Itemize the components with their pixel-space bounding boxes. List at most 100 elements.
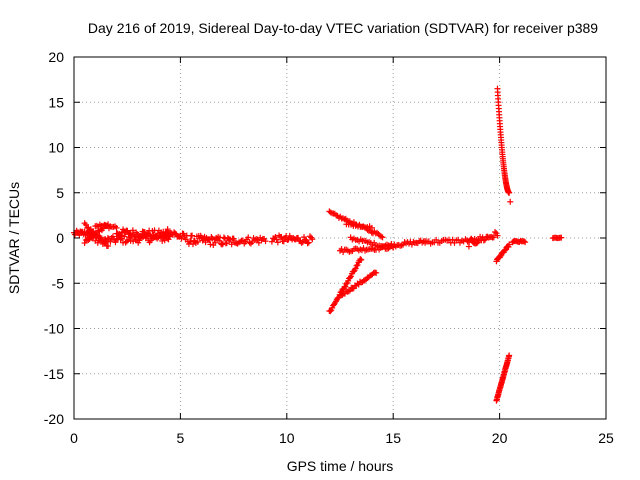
data-point: [327, 308, 334, 315]
data-point: [85, 236, 92, 243]
data-point: [172, 230, 179, 237]
x-tick-label: 5: [177, 430, 185, 446]
data-point: [506, 189, 513, 196]
data-point: [342, 283, 349, 290]
data-point: [327, 209, 334, 216]
x-tick-label: 15: [385, 430, 401, 446]
data-point: [345, 288, 352, 295]
data-point: [274, 239, 281, 246]
data-point: [506, 352, 513, 359]
y-tick-label: 15: [48, 94, 64, 110]
y-axis-label: SDTVAR / TECUs: [6, 182, 22, 294]
chart-title: Day 216 of 2019, Sidereal Day-to-day VTE…: [88, 20, 598, 36]
data-point: [230, 235, 237, 242]
y-tick-label: -15: [44, 366, 64, 382]
data-point: [379, 234, 386, 241]
data-point: [107, 238, 114, 245]
x-tick-label: 0: [70, 430, 78, 446]
y-tick-label: 10: [48, 140, 64, 156]
data-point: [138, 233, 145, 240]
data-point: [237, 238, 244, 245]
data-point: [109, 233, 116, 240]
data-point: [239, 237, 246, 244]
data-point: [358, 256, 365, 263]
data-point: [494, 232, 501, 239]
data-point: [278, 233, 285, 240]
data-point: [99, 240, 106, 247]
data-point: [558, 234, 565, 241]
x-tick-label: 20: [492, 430, 508, 446]
data-point: [218, 241, 225, 248]
data-point: [212, 239, 219, 246]
x-axis-label: GPS time / hours: [287, 458, 394, 474]
x-tick-labels: 0 5 10 15 20 25: [70, 430, 614, 446]
data-point: [295, 234, 302, 241]
data-point: [353, 262, 360, 269]
data-point: [194, 238, 201, 245]
data-point: [121, 233, 128, 240]
data-point: [273, 236, 280, 243]
y-tick-label: 5: [56, 185, 64, 201]
data-point: [497, 253, 504, 260]
data-point: [262, 238, 269, 245]
data-point: [223, 239, 230, 246]
data-point: [357, 256, 364, 263]
data-point: [189, 232, 196, 239]
y-tick-label: -20: [44, 411, 64, 427]
data-point: [164, 226, 171, 233]
data-point: [220, 234, 227, 241]
data-point: [480, 237, 487, 244]
data-point: [301, 234, 308, 241]
data-point: [129, 227, 136, 234]
x-tick-label: 25: [598, 430, 614, 446]
data-point: [482, 236, 489, 243]
data-point: [490, 234, 497, 241]
y-tick-label: -10: [44, 321, 64, 337]
data-point: [245, 234, 252, 241]
data-point: [112, 239, 119, 246]
data-point: [216, 237, 223, 244]
data-point: [347, 274, 354, 281]
data-point: [378, 233, 385, 240]
data-point: [469, 237, 476, 244]
data-point: [304, 240, 311, 247]
data-point: [368, 224, 375, 231]
data-point: [189, 241, 196, 248]
data-point: [178, 235, 185, 242]
data-point: [90, 228, 97, 235]
data-point: [81, 240, 88, 247]
data-point: [280, 238, 287, 245]
data-point: [373, 269, 380, 276]
data-point: [468, 235, 475, 242]
data-point: [507, 198, 514, 205]
data-point: [341, 284, 348, 291]
data-point: [491, 228, 498, 235]
axis-ticks: [73, 56, 607, 420]
data-point: [361, 277, 368, 284]
data-point: [268, 238, 275, 245]
data-point: [117, 232, 124, 239]
data-point: [207, 241, 214, 248]
data-point: [309, 236, 316, 243]
data-point: [352, 265, 359, 272]
data-point: [228, 241, 235, 248]
y-tick-label: -5: [52, 275, 65, 291]
data-point: [465, 243, 472, 250]
data-point: [302, 236, 309, 243]
data-point: [105, 243, 112, 250]
data-point: [180, 230, 187, 237]
data-point: [374, 229, 381, 236]
y-tick-label: 0: [56, 230, 64, 246]
data-point: [449, 236, 456, 243]
data-point: [298, 239, 305, 246]
data-point: [347, 273, 354, 280]
data-point: [113, 224, 120, 231]
data-points: [71, 85, 565, 404]
data-point: [520, 238, 527, 245]
data-point: [506, 241, 513, 248]
data-point: [305, 239, 312, 246]
x-tick-label: 10: [279, 430, 295, 446]
data-point: [257, 234, 264, 241]
data-point: [522, 239, 529, 246]
